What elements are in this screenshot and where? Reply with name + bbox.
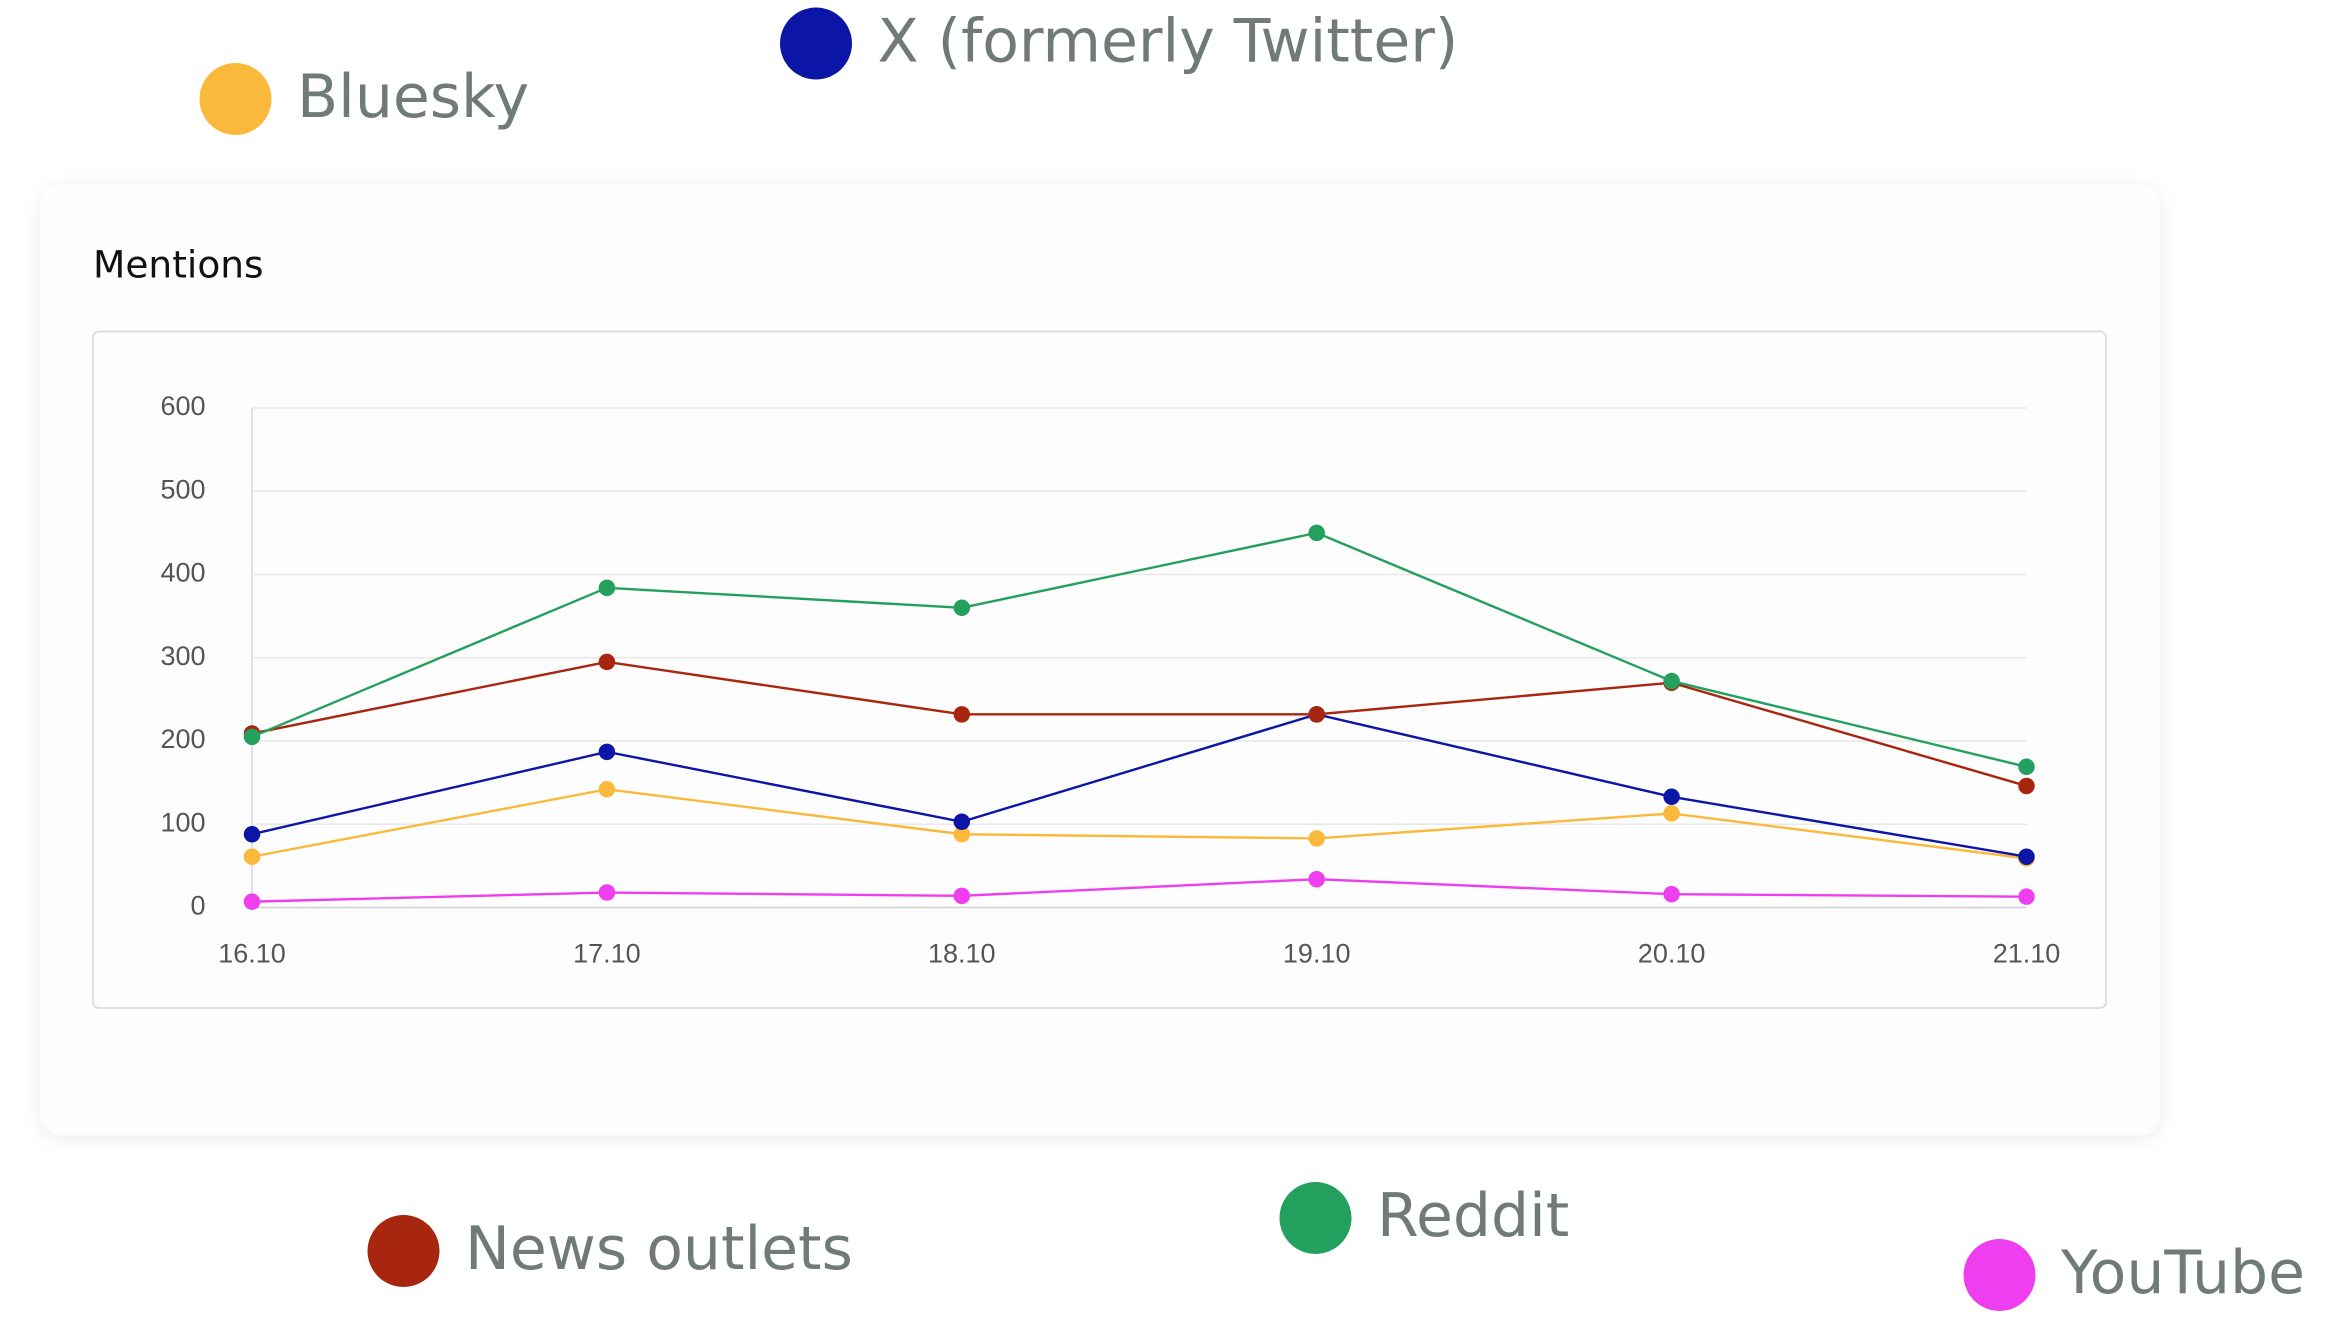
legend-marker [199,63,272,135]
data-point [243,825,261,843]
legend-marker [1279,1182,1352,1254]
x-tick-label: 18.10 [928,939,996,969]
data-point [598,579,616,597]
legend-label: YouTube [2060,1238,2305,1308]
data-point [2018,758,2035,776]
x-tick-label: 16.10 [218,939,286,969]
x-tick-label: 17.10 [573,939,641,969]
data-point [243,728,261,746]
series-line [251,713,2027,858]
data-point [598,884,616,901]
data-point [2018,777,2035,795]
data-point [2018,888,2035,905]
data-point [243,893,261,910]
data-point [953,825,971,843]
legend-label: News outlets [465,1214,853,1284]
legend-marker [1963,1239,2036,1311]
legend-label: Bluesky [297,62,529,132]
legend-marker [367,1215,440,1287]
data-point [1308,830,1325,847]
data-point [1663,885,1680,903]
series-line [251,788,2027,860]
data-point [2018,848,2035,865]
data-point [1663,672,1680,690]
y-tick-label: 400 [160,558,205,588]
data-point [1663,805,1680,822]
data-point [1308,870,1325,888]
y-tick-label: 300 [160,641,205,671]
y-tick-label: 0 [190,891,205,921]
x-tick-label: 21.10 [1993,939,2061,969]
data-point [598,743,616,761]
data-point [1308,524,1325,542]
legend-marker [780,7,852,80]
y-tick-label: 600 [160,391,205,421]
x-tick-label: 19.10 [1283,939,1351,969]
data-point [598,781,616,798]
plot-frame [92,330,2107,1009]
data-point [243,848,261,865]
y-tick-label: 200 [160,724,205,754]
y-tick-label: 100 [160,807,205,837]
data-point [1663,788,1680,806]
chart-title: Mentions [93,243,264,287]
data-point [953,887,971,905]
data-point [953,813,971,831]
data-point [598,653,616,671]
data-point [953,706,971,723]
data-point [953,599,971,617]
legend-label: X (formerly Twitter) [878,7,1459,77]
series-line [251,660,2027,788]
series-line [251,531,2027,768]
legend-label: Reddit [1377,1181,1569,1251]
y-tick-label: 500 [160,474,205,504]
x-tick-label: 20.10 [1638,939,1706,969]
series-line [251,877,2027,903]
data-point [1308,706,1325,723]
